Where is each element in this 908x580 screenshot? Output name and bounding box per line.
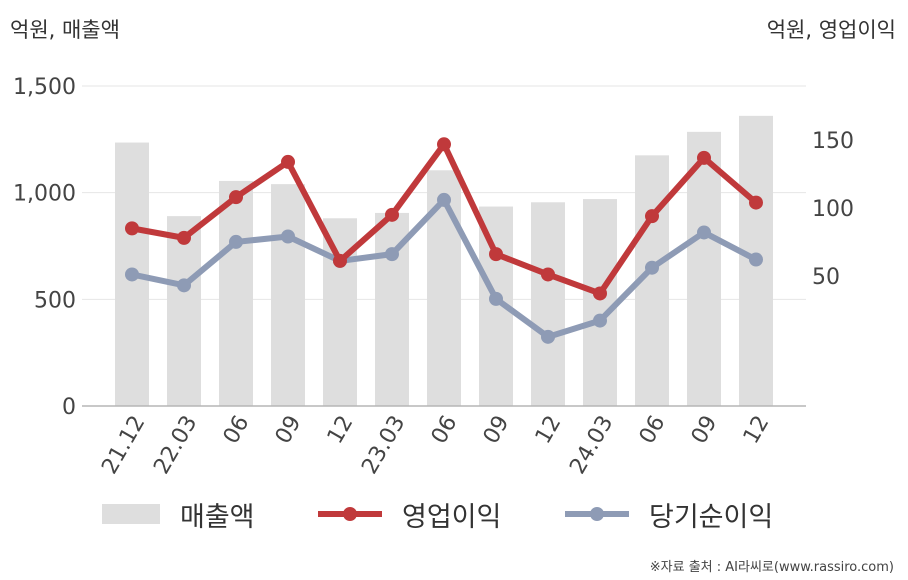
series-point (125, 267, 139, 282)
series-point (593, 313, 607, 328)
left-tick-label: 500 (34, 288, 76, 313)
series-point (385, 207, 399, 222)
x-tick-label: 06 (427, 412, 463, 449)
x-tick-label: 23.03 (357, 412, 410, 479)
series-point (749, 252, 763, 267)
legend-item-net-income[interactable]: 당기순이익 (565, 494, 773, 534)
right-axis-unit: 억원, 영업이익 (766, 18, 896, 42)
bar-layer (115, 115, 773, 407)
legend-item-operating-profit[interactable]: 영업이익 (318, 494, 501, 534)
series-point (281, 229, 295, 244)
left-tick-label: 1,500 (13, 75, 76, 100)
x-tick-label: 09 (479, 412, 515, 449)
bar-sales (531, 202, 565, 406)
x-tick-label: 12 (531, 412, 567, 449)
x-tick-label: 06 (219, 412, 255, 449)
x-tick-label: 12 (739, 412, 775, 449)
bar-sales (687, 131, 721, 406)
right-tick-label: 100 (812, 197, 854, 222)
series-point (281, 154, 295, 169)
right-tick-label: 50 (812, 265, 840, 290)
series-point (177, 278, 191, 293)
legend-swatch-bar (102, 504, 160, 524)
series-point (437, 137, 451, 152)
series-point (125, 221, 139, 236)
source-note: ※자료 출처 : AI라씨로(www.rassiro.com) (649, 560, 894, 575)
legend-label-sales: 매출액 (180, 501, 255, 533)
x-tick-label: 09 (687, 412, 723, 449)
x-tick-label: 12 (323, 412, 359, 449)
x-tick-label: 06 (635, 412, 671, 449)
series-point (489, 291, 503, 306)
series-point (437, 192, 451, 207)
series-point (593, 286, 607, 301)
series-point (697, 225, 711, 240)
legend-item-sales[interactable]: 매출액 (102, 494, 255, 534)
series-point (333, 253, 347, 268)
x-tick-label: 09 (271, 412, 307, 449)
series-point (645, 260, 659, 275)
series-point (229, 190, 243, 205)
x-tick-label: 24.03 (565, 412, 618, 479)
line-layer (125, 137, 763, 344)
x-tick-label: 21.12 (97, 412, 150, 479)
legend-swatch-line-blue (565, 507, 629, 521)
legend-label-operating-profit: 영업이익 (402, 501, 502, 533)
legend-label-net-income: 당기순이익 (649, 501, 774, 533)
left-axis-unit: 억원, 매출액 (10, 18, 120, 42)
series-point (489, 247, 503, 262)
series-point (749, 195, 763, 210)
left-tick-label: 1,000 (13, 182, 76, 207)
right-tick-label: 150 (812, 129, 854, 154)
left-tick-label: 0 (62, 395, 76, 420)
legend-swatch-line-red (318, 507, 382, 521)
series-point (385, 247, 399, 262)
series-point (541, 329, 555, 344)
series-point (177, 230, 191, 245)
bar-sales (583, 199, 617, 406)
series-point (645, 209, 659, 224)
series-point (229, 234, 243, 249)
bar-sales (219, 180, 253, 406)
series-point (697, 150, 711, 165)
bar-sales (167, 216, 201, 406)
bar-sales (271, 184, 305, 406)
x-tick-label: 22.03 (149, 412, 202, 479)
series-point (541, 267, 555, 282)
